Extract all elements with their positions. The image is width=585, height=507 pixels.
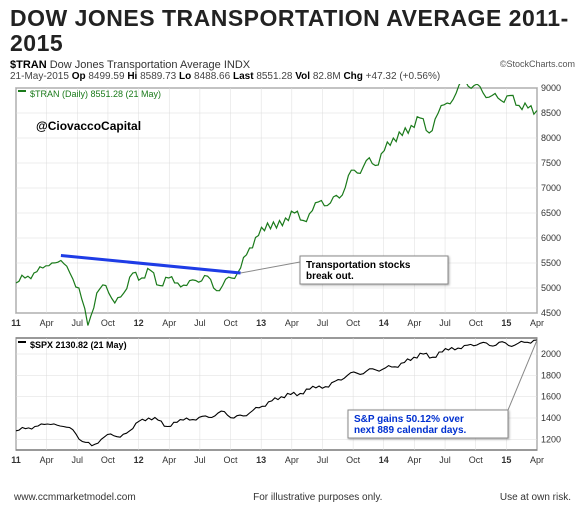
svg-text:13: 13: [256, 318, 266, 328]
svg-text:14: 14: [379, 318, 389, 328]
svg-text:break out.: break out.: [306, 271, 354, 282]
svg-text:6500: 6500: [541, 208, 561, 218]
svg-text:Apr: Apr: [530, 318, 544, 328]
svg-text:8000: 8000: [541, 133, 561, 143]
svg-text:1200: 1200: [541, 434, 561, 444]
svg-text:12: 12: [134, 318, 144, 328]
svg-text:7000: 7000: [541, 183, 561, 193]
spx-chart: 1200 1400 1600 1800 2000 11 Apr Jul Oct 12 Apr Jul O…: [10, 336, 575, 466]
svg-text:Apr: Apr: [407, 318, 421, 328]
svg-text:15: 15: [501, 455, 511, 465]
svg-text:1600: 1600: [541, 391, 561, 401]
svg-text:Oct: Oct: [224, 455, 239, 465]
svg-text:Jul: Jul: [317, 455, 329, 465]
svg-text:5500: 5500: [541, 258, 561, 268]
svg-text:Oct: Oct: [469, 318, 484, 328]
svg-text:Jul: Jul: [72, 318, 84, 328]
svg-text:6000: 6000: [541, 233, 561, 243]
svg-text:Oct: Oct: [469, 455, 484, 465]
svg-text:Apr: Apr: [285, 318, 299, 328]
svg-text:8500: 8500: [541, 108, 561, 118]
svg-text:Apr: Apr: [162, 455, 176, 465]
svg-text:S&P gains 50.12% over: S&P gains 50.12% over: [354, 414, 464, 425]
footer-left: www.ccmmarketmodel.com: [14, 492, 136, 503]
svg-text:Transportation stocks: Transportation stocks: [306, 260, 411, 271]
svg-text:$SPX 2130.82 (21 May): $SPX 2130.82 (21 May): [30, 340, 127, 350]
svg-text:Oct: Oct: [224, 318, 239, 328]
svg-text:11: 11: [11, 455, 21, 465]
svg-text:13: 13: [256, 455, 266, 465]
svg-text:Jul: Jul: [194, 318, 206, 328]
ticker-line: $TRAN Dow Jones Transportation Average I…: [10, 59, 250, 71]
svg-text:Jul: Jul: [317, 318, 329, 328]
page-title: DOW JONES TRANSPORTATION AVERAGE 2011-20…: [10, 6, 575, 57]
svg-text:Apr: Apr: [162, 318, 176, 328]
svg-text:Jul: Jul: [439, 318, 451, 328]
svg-text:1800: 1800: [541, 370, 561, 380]
svg-text:Jul: Jul: [194, 455, 206, 465]
tran-chart: 4500 5000 5500 6000 6500 7000 7500 8000 8500 9000…: [10, 84, 575, 329]
footer-right: Use at own risk.: [500, 492, 571, 503]
svg-text:@CiovaccoCapital: @CiovaccoCapital: [36, 119, 141, 133]
svg-text:9000: 9000: [541, 84, 561, 93]
svg-text:next 889 calendar days.: next 889 calendar days.: [354, 425, 467, 436]
svg-text:14: 14: [379, 455, 389, 465]
svg-text:15: 15: [501, 318, 511, 328]
svg-text:Apr: Apr: [40, 318, 54, 328]
svg-text:Apr: Apr: [530, 455, 544, 465]
svg-text:Apr: Apr: [285, 455, 299, 465]
svg-text:Jul: Jul: [439, 455, 451, 465]
svg-text:11: 11: [11, 318, 21, 328]
svg-text:Jul: Jul: [72, 455, 84, 465]
svg-text:Oct: Oct: [346, 318, 361, 328]
svg-text:2000: 2000: [541, 349, 561, 359]
svg-text:Oct: Oct: [346, 455, 361, 465]
svg-text:Oct: Oct: [101, 455, 116, 465]
svg-text:5000: 5000: [541, 283, 561, 293]
svg-text:Apr: Apr: [40, 455, 54, 465]
svg-text:7500: 7500: [541, 158, 561, 168]
source-label: ©StockCharts.com: [500, 59, 575, 71]
svg-text:1400: 1400: [541, 413, 561, 423]
svg-text:$TRAN (Daily) 8551.28 (21 May): $TRAN (Daily) 8551.28 (21 May): [30, 89, 161, 99]
svg-text:12: 12: [134, 455, 144, 465]
footer-center: For illustrative purposes only.: [253, 492, 382, 503]
svg-text:4500: 4500: [541, 308, 561, 318]
svg-text:Oct: Oct: [101, 318, 116, 328]
ohlc-row: 21-May-2015 Op 8499.59 Hi 8589.73 Lo 848…: [0, 71, 585, 82]
svg-text:Apr: Apr: [407, 455, 421, 465]
